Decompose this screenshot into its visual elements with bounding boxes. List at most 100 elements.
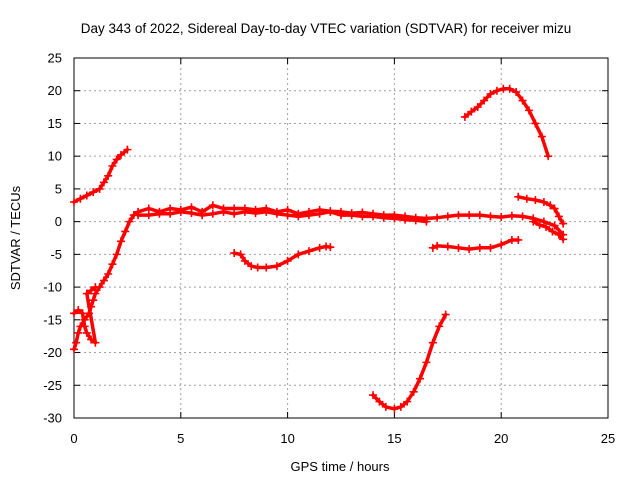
- y-axis-label: SDTVAR / TECUs: [8, 185, 23, 290]
- data-point: [537, 132, 546, 141]
- data-point: [262, 263, 271, 272]
- data-point: [381, 402, 390, 411]
- y-tick-label: -20: [43, 345, 62, 360]
- data-point: [108, 162, 117, 170]
- data-point: [70, 198, 78, 206]
- data-point: [518, 96, 527, 105]
- data-point: [315, 209, 324, 218]
- data-point: [95, 184, 104, 193]
- data-point: [416, 374, 425, 383]
- data-point: [208, 201, 217, 210]
- data-point: [198, 211, 207, 220]
- data-point: [529, 217, 538, 226]
- data-point: [441, 310, 450, 319]
- x-axis-label: GPS time / hours: [291, 459, 390, 474]
- data-point: [486, 212, 495, 221]
- data-point: [347, 211, 356, 220]
- data-point: [82, 191, 91, 200]
- data-point: [91, 338, 100, 347]
- series-trail: [371, 312, 448, 411]
- data-point: [166, 209, 175, 218]
- data-point: [454, 211, 463, 220]
- data-point: [89, 296, 98, 305]
- data-point: [559, 235, 568, 244]
- data-point: [76, 194, 85, 203]
- data-point: [460, 112, 469, 121]
- data-point: [480, 96, 489, 105]
- data-point: [283, 256, 292, 265]
- data-point: [514, 235, 523, 244]
- series-trail: [431, 238, 521, 251]
- y-tick-label: -10: [43, 280, 62, 295]
- series-trail: [136, 210, 429, 224]
- data-point: [108, 260, 117, 269]
- data-point: [89, 188, 98, 197]
- data-point: [230, 249, 239, 258]
- data-point: [72, 338, 81, 347]
- y-tick-label: 10: [48, 149, 62, 164]
- data-point: [375, 397, 384, 406]
- data-point: [514, 192, 523, 201]
- series-arc-3: [70, 145, 132, 206]
- data-point: [396, 402, 405, 411]
- data-point: [428, 243, 437, 252]
- data-point: [262, 207, 271, 216]
- data-point: [401, 215, 410, 224]
- data-point: [104, 270, 113, 278]
- data-point: [475, 243, 484, 252]
- series-arc-2: [134, 207, 431, 226]
- data-point: [554, 230, 563, 239]
- series-trail: [72, 285, 98, 345]
- data-point: [219, 207, 228, 216]
- data-point: [80, 322, 89, 331]
- x-tick-label: 25: [601, 431, 615, 446]
- data-point: [465, 245, 474, 254]
- data-point: [505, 84, 514, 93]
- data-point: [230, 209, 239, 218]
- data-point: [409, 387, 418, 396]
- data-point: [524, 106, 533, 115]
- y-tick-label: -5: [50, 247, 62, 262]
- data-point: [443, 212, 452, 221]
- data-point: [531, 196, 540, 205]
- data-point: [87, 335, 96, 344]
- data-point: [492, 86, 501, 95]
- series-arc-5: [230, 242, 335, 272]
- series-arc-8: [460, 84, 553, 161]
- data-point: [82, 328, 91, 337]
- series-arc-6: [369, 310, 450, 413]
- data-point: [443, 242, 452, 251]
- data-point: [104, 171, 113, 180]
- data-point: [78, 309, 87, 318]
- data-point: [554, 212, 563, 221]
- data-point: [70, 345, 78, 354]
- data-point: [208, 209, 217, 218]
- data-point: [497, 213, 506, 222]
- data-point: [99, 276, 108, 285]
- y-tick-label: 20: [48, 83, 62, 98]
- data-point: [403, 397, 412, 406]
- data-point: [497, 240, 506, 249]
- data-point: [486, 90, 495, 98]
- data-point: [433, 213, 442, 222]
- data-point: [82, 289, 91, 298]
- data-point: [272, 262, 281, 271]
- data-point: [486, 243, 495, 252]
- y-tick-label: 25: [48, 51, 62, 66]
- data-point: [390, 404, 399, 413]
- plot-frame: [73, 57, 609, 419]
- data-point: [369, 391, 378, 400]
- data-point: [304, 247, 313, 256]
- data-point: [544, 152, 553, 161]
- data-point: [518, 212, 527, 221]
- data-point: [236, 250, 245, 259]
- data-point: [550, 204, 559, 213]
- data-point: [531, 119, 540, 128]
- data-point: [535, 220, 544, 229]
- data-point: [512, 88, 521, 97]
- x-tick-label: 5: [177, 431, 184, 446]
- data-point: [475, 211, 484, 220]
- data-point: [253, 263, 262, 272]
